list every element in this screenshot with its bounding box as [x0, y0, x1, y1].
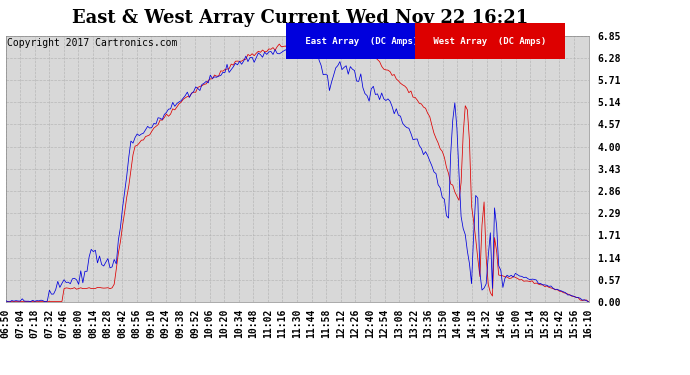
- Text: Copyright 2017 Cartronics.com: Copyright 2017 Cartronics.com: [7, 38, 177, 48]
- Text: East Array  (DC Amps): East Array (DC Amps): [300, 37, 424, 46]
- Text: West Array  (DC Amps): West Array (DC Amps): [428, 37, 552, 46]
- Text: East & West Array Current Wed Nov 22 16:21: East & West Array Current Wed Nov 22 16:…: [72, 9, 529, 27]
